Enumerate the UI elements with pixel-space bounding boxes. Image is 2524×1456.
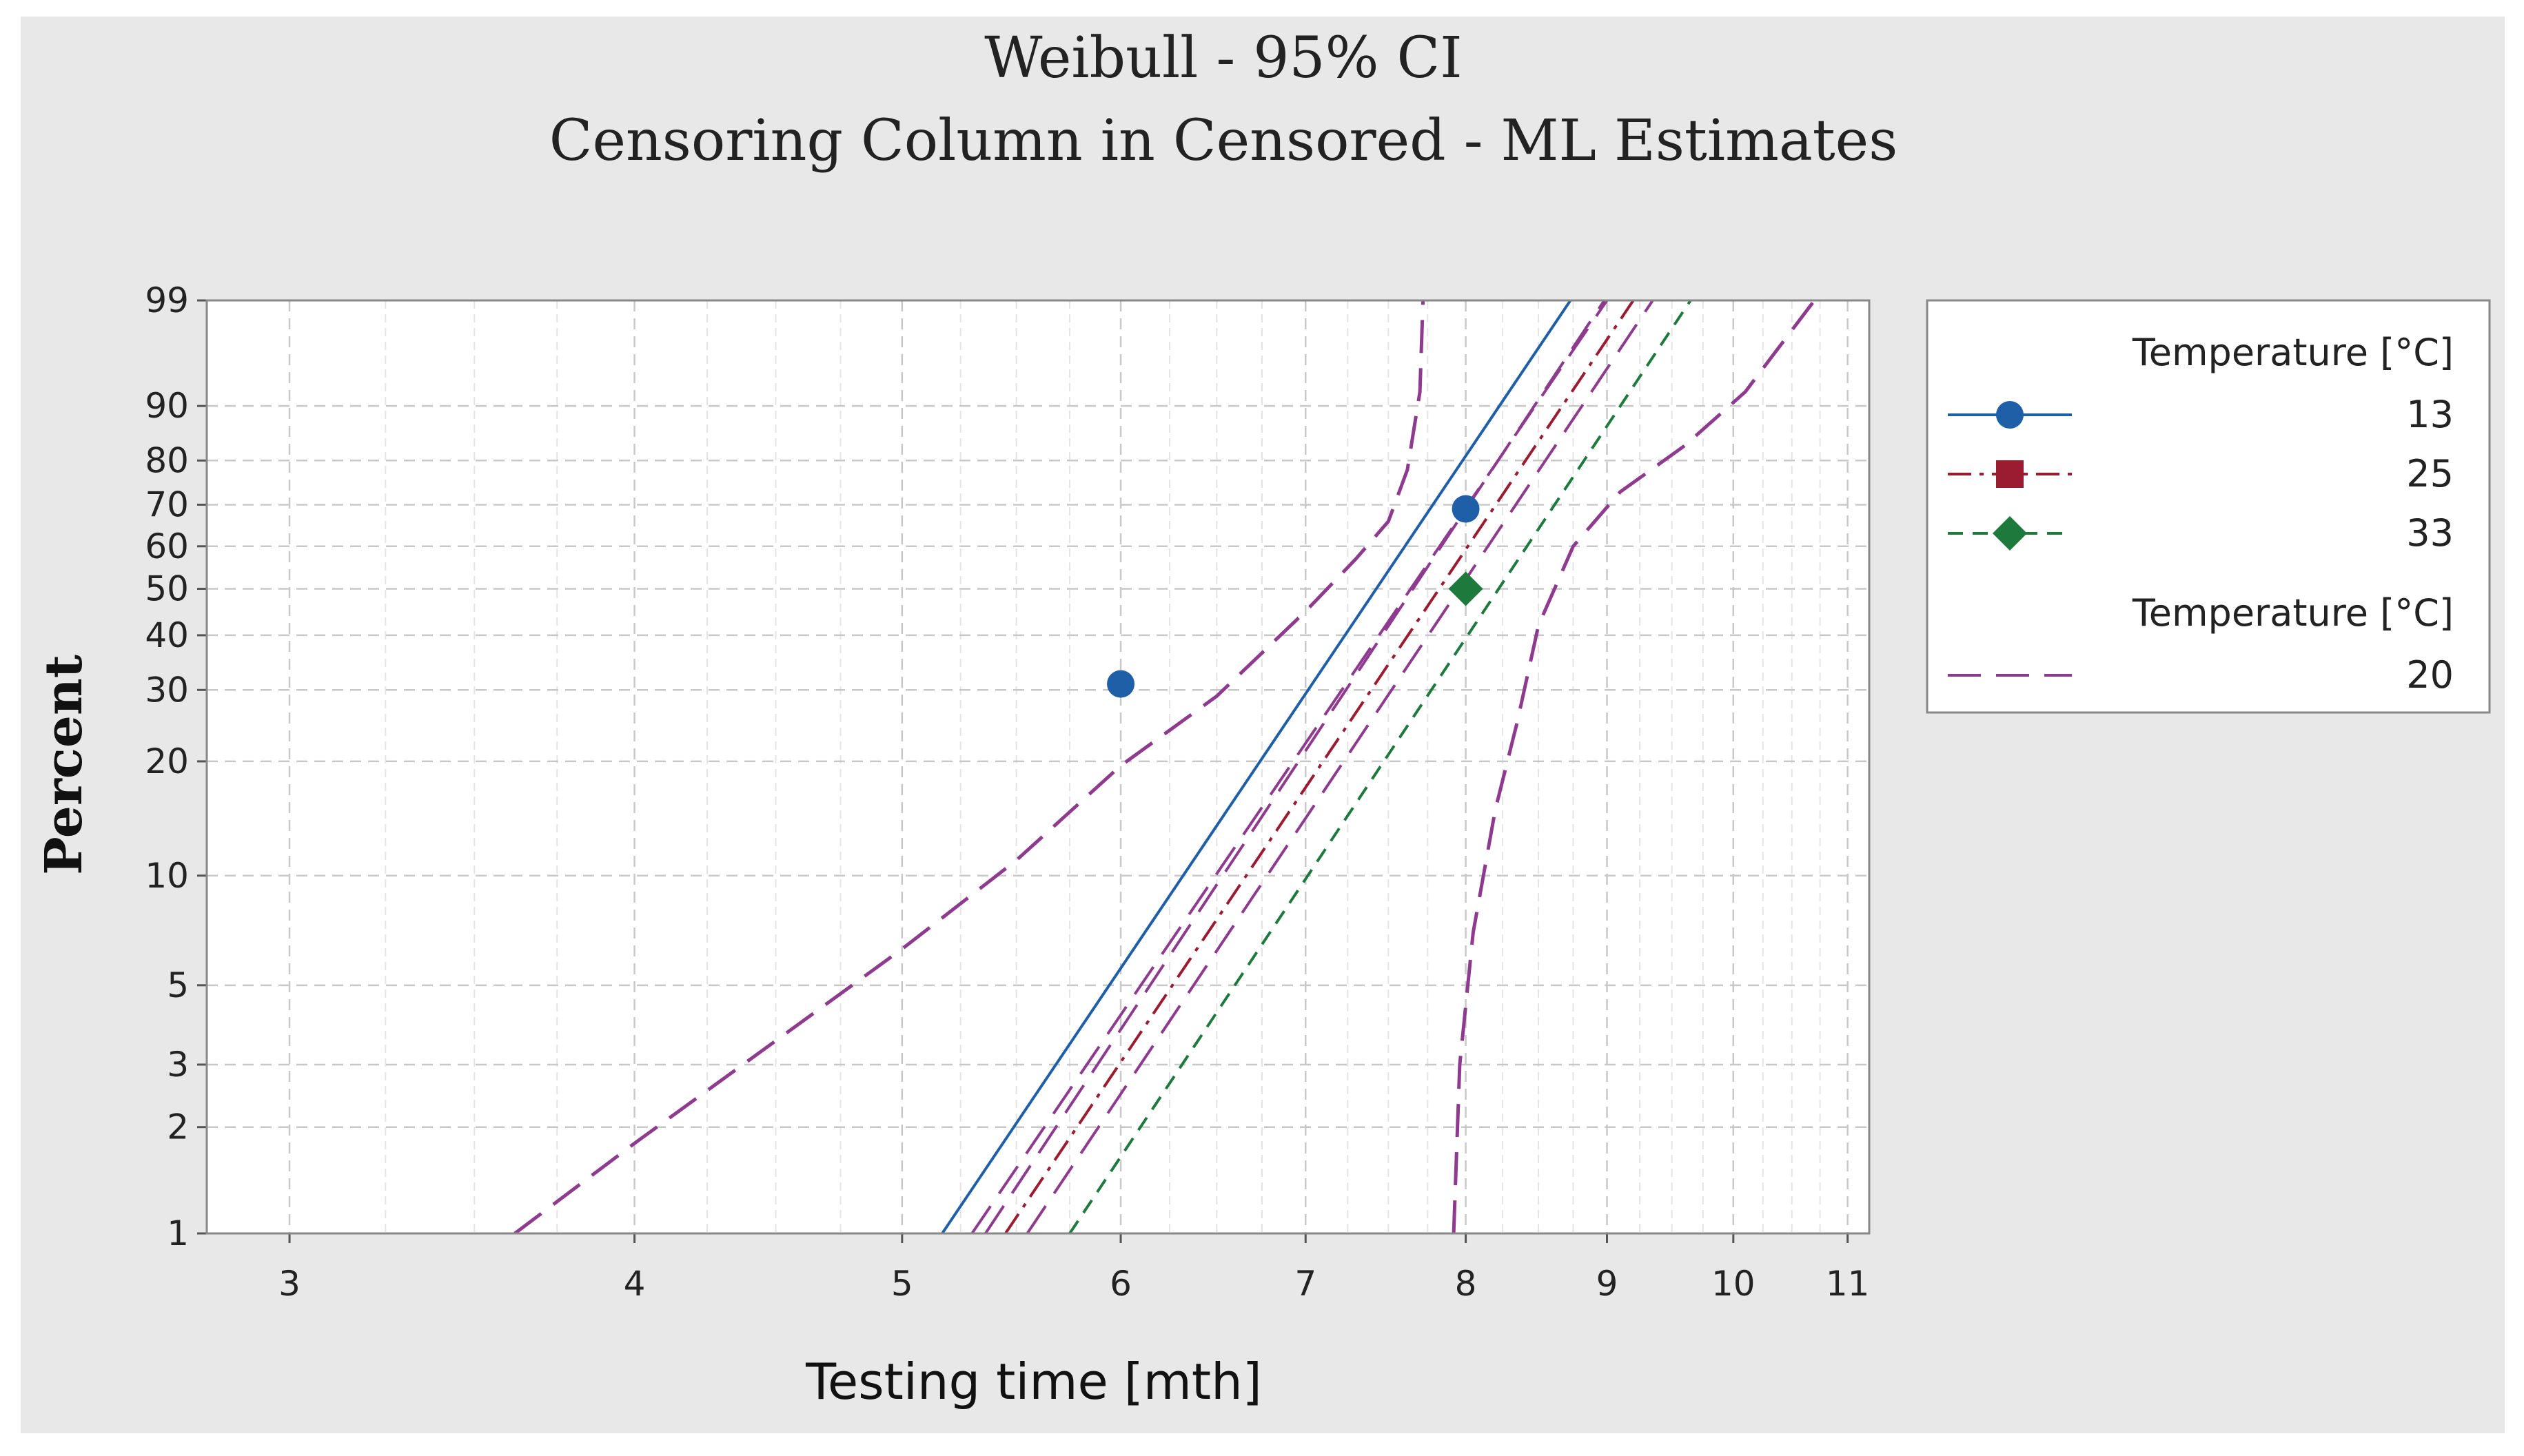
y-tick-label: 60 bbox=[145, 526, 189, 566]
legend-entry-label: 13 bbox=[2406, 393, 2454, 436]
y-tick-label: 40 bbox=[145, 615, 189, 655]
series-13-point bbox=[1452, 495, 1480, 523]
series-33-point bbox=[1448, 571, 1483, 606]
legend-entry-label: 33 bbox=[2406, 511, 2454, 555]
legend-title: Temperature [°C] bbox=[2132, 591, 2454, 635]
y-tick-label: 50 bbox=[145, 568, 189, 608]
y-tick-label: 99 bbox=[145, 280, 189, 320]
y-tick-label: 2 bbox=[167, 1107, 189, 1147]
x-axis-label: Testing time [mth] bbox=[805, 1353, 1262, 1411]
legend-marker-13 bbox=[1996, 401, 2024, 429]
series-20-ci-lower bbox=[513, 300, 1425, 1233]
x-tick-label: 3 bbox=[278, 1264, 301, 1304]
series-25-fit-line bbox=[1004, 300, 1635, 1233]
series-13-fit-line bbox=[941, 300, 1572, 1233]
x-tick-label: 7 bbox=[1294, 1264, 1316, 1304]
x-tick-label: 5 bbox=[891, 1264, 913, 1304]
legend-entry-label: 25 bbox=[2406, 452, 2454, 495]
y-tick-label: 80 bbox=[145, 440, 189, 480]
y-tick-label: 90 bbox=[145, 386, 189, 426]
x-tick-label: 8 bbox=[1455, 1264, 1477, 1304]
legend-marker-25 bbox=[1996, 460, 2024, 488]
legend-box bbox=[1926, 299, 2491, 714]
x-tick-label: 11 bbox=[1826, 1264, 1870, 1304]
x-tick-label: 4 bbox=[624, 1264, 646, 1304]
y-tick-label: 1 bbox=[167, 1213, 189, 1253]
chart-title: Weibull - 95% CI bbox=[984, 25, 1462, 91]
series-20-ci-upper bbox=[1452, 300, 1816, 1233]
legend-marker-33 bbox=[1993, 516, 2027, 551]
y-tick-label: 10 bbox=[145, 856, 189, 896]
legend: Temperature [°C] 13 25 33 Temperature [°C] 20 bbox=[1926, 299, 2491, 714]
y-tick-label: 3 bbox=[167, 1045, 189, 1085]
y-tick-label: 20 bbox=[145, 741, 189, 781]
plot-background bbox=[207, 300, 1869, 1233]
legend-entry-label: 20 bbox=[2406, 653, 2454, 697]
plot-border bbox=[205, 299, 1871, 1235]
series-layer bbox=[513, 300, 1816, 1233]
chart-subtitle: Censoring Column in Censored - ML Estima… bbox=[549, 108, 1898, 174]
x-tick-label: 6 bbox=[1110, 1264, 1132, 1304]
series-20-fit-line bbox=[984, 300, 1606, 1233]
series-13-point bbox=[1107, 670, 1135, 698]
y-tick-label: 70 bbox=[145, 484, 189, 524]
x-tick-label: 10 bbox=[1711, 1264, 1755, 1304]
y-axis-label: Percent bbox=[34, 655, 94, 875]
series-20-line bbox=[1026, 300, 1654, 1233]
legend-title: Temperature [°C] bbox=[2132, 331, 2454, 374]
x-tick-label: 9 bbox=[1596, 1264, 1618, 1304]
series-33-fit-line bbox=[1068, 300, 1692, 1233]
y-tick-label: 30 bbox=[145, 670, 189, 710]
y-tick-label: 5 bbox=[167, 965, 189, 1005]
